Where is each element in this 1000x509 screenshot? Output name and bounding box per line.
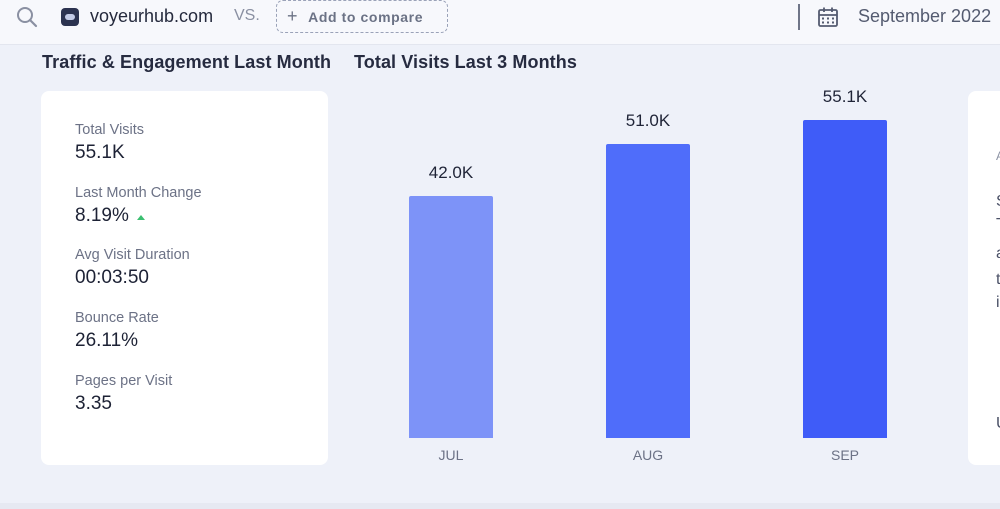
side-card-fragment: a (996, 245, 1000, 263)
side-card-fragment: A (996, 149, 1000, 163)
topbar-divider (798, 4, 800, 30)
metric-value-text: 55.1K (75, 142, 125, 163)
plus-icon: + (287, 6, 299, 26)
category-tick-label: SEP (830, 447, 859, 463)
metric-value-text: 8.19% (75, 205, 129, 226)
metrics-card: Total Visits 55.1K Last Month Change 8.1… (41, 91, 328, 465)
metric-value-text: 3.35 (75, 393, 112, 414)
metric-label: Avg Visit Duration (75, 247, 190, 263)
traffic-engagement-title: Traffic & Engagement Last Month (42, 52, 332, 72)
top-bar: voyeurhub.com VS. + Add to compare Septe… (0, 0, 1000, 45)
metric-total-visits: Total Visits 55.1K (75, 121, 144, 166)
bar-value-label: 55.1K (822, 87, 868, 106)
site-name[interactable]: voyeurhub.com (90, 6, 214, 26)
site-favicon (61, 8, 79, 26)
metric-label: Total Visits (75, 122, 145, 138)
metric-value: 8.19% (75, 203, 202, 229)
category-tick-label: AUG (632, 447, 664, 463)
add-to-compare-button[interactable]: + Add to compare (276, 0, 448, 33)
metric-value: 55.1K (75, 140, 144, 166)
vs-label: VS. (234, 7, 260, 24)
metric-value: 26.11% (75, 328, 159, 354)
side-card-fragment: i (996, 294, 1000, 311)
date-selector[interactable]: September 2022 (858, 6, 992, 26)
bar-aug[interactable] (606, 144, 690, 438)
bar-value-label: 42.0K (428, 163, 474, 182)
bar-jul[interactable] (409, 196, 493, 438)
metric-value: 3.35 (75, 391, 172, 417)
side-card: A S T a t i U (968, 91, 1000, 465)
bar-value-label: 51.0K (625, 111, 671, 130)
bottom-divider (0, 503, 1000, 509)
metric-value-text: 00:03:50 (75, 267, 149, 288)
metric-avg-visit-duration: Avg Visit Duration 00:03:50 (75, 246, 190, 291)
trend-up-icon (136, 214, 145, 220)
side-card-fragment: T (996, 216, 1000, 234)
metric-label: Last Month Change (75, 185, 202, 201)
metric-last-month-change: Last Month Change 8.19% (75, 184, 202, 229)
metric-label: Pages per Visit (75, 373, 173, 389)
metric-pages-per-visit: Pages per Visit 3.35 (75, 372, 172, 417)
metric-label: Bounce Rate (75, 310, 159, 326)
calendar-icon[interactable] (817, 6, 839, 28)
search-icon[interactable] (15, 5, 39, 29)
side-card-fragment: U (996, 415, 1000, 433)
add-to-compare-label: Add to compare (308, 8, 424, 25)
total-visits-chart: 42.0K JUL 51.0K AUG 55.1K SEP (354, 87, 944, 480)
category-tick-label: JUL (438, 447, 464, 463)
metric-value-text: 26.11% (75, 330, 139, 351)
total-visits-title: Total Visits Last 3 Months (354, 52, 577, 72)
side-card-fragment: S (996, 193, 1000, 211)
metric-bounce-rate: Bounce Rate 26.11% (75, 309, 159, 354)
metric-value: 00:03:50 (75, 265, 190, 291)
bar-sep[interactable] (803, 120, 887, 438)
side-card-fragment: t (996, 271, 1000, 288)
